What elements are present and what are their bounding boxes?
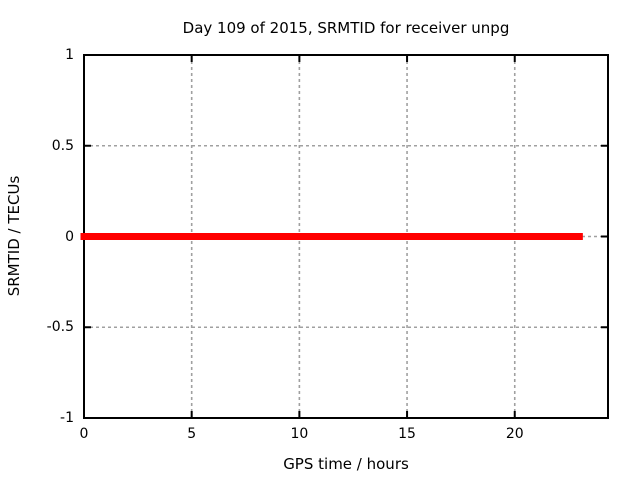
- x-tick-label: 10: [290, 426, 309, 442]
- x-tick-label: 15: [398, 426, 416, 442]
- x-tick-label: 0: [79, 426, 89, 442]
- chart-title: Day 109 of 2015, SRMTID for receiver unp…: [182, 19, 510, 37]
- y-tick-label: 0.5: [51, 137, 74, 154]
- y-tick-label: -1: [60, 410, 74, 426]
- x-tick-label: 20: [505, 426, 524, 442]
- x-tick-label: 5: [187, 426, 197, 442]
- x-axis-label: GPS time / hours: [283, 455, 409, 473]
- y-tick-label: -0.5: [46, 319, 74, 336]
- y-tick-label: 0: [65, 228, 74, 245]
- y-tick-label: 1: [65, 47, 74, 63]
